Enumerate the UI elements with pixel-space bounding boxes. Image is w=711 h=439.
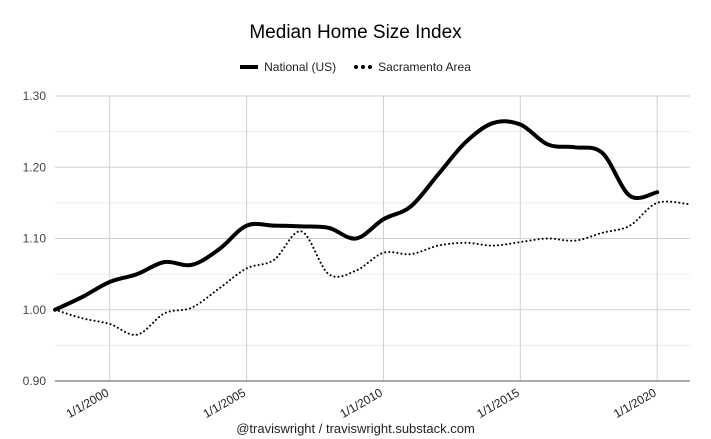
- series-layer: [53, 119, 691, 336]
- legend-swatch-dotted: [354, 65, 373, 69]
- legend-label-national: National (US): [264, 60, 337, 74]
- legend-item-sacramento[interactable]: Sacramento Area: [354, 60, 471, 74]
- x-tick-label: 1/1/2005: [201, 385, 249, 421]
- y-tick-label: 0.90: [23, 374, 47, 388]
- x-tick-label: 1/1/2020: [611, 385, 659, 421]
- y-tick-label: 1.30: [23, 89, 47, 103]
- legend-swatch-solid: [240, 65, 259, 69]
- legend: National (US) Sacramento Area: [0, 60, 711, 74]
- x-tick-label: 1/1/2000: [64, 385, 112, 421]
- y-tick-label: 1.20: [23, 160, 47, 174]
- series-line-sacramento: [54, 200, 691, 336]
- series-line-national: [53, 119, 660, 312]
- y-tick-label: 1.00: [23, 303, 47, 317]
- x-tick-label: 1/1/2010: [337, 385, 385, 421]
- y-tick-label: 1.10: [23, 232, 47, 246]
- watermark-credit: @traviswright / traviswright.substack.co…: [236, 421, 475, 436]
- legend-item-national[interactable]: National (US): [240, 60, 336, 74]
- legend-label-sacramento: Sacramento Area: [378, 60, 471, 74]
- axis-layer: 0.90 1.00 1.10 1.20 1.30 1/1/2000 1/1/2005 1/1/…: [23, 89, 690, 421]
- grid-layer: [55, 95, 690, 382]
- chart-title: Median Home Size Index: [249, 22, 462, 43]
- x-tick-label: 1/1/2015: [474, 385, 522, 421]
